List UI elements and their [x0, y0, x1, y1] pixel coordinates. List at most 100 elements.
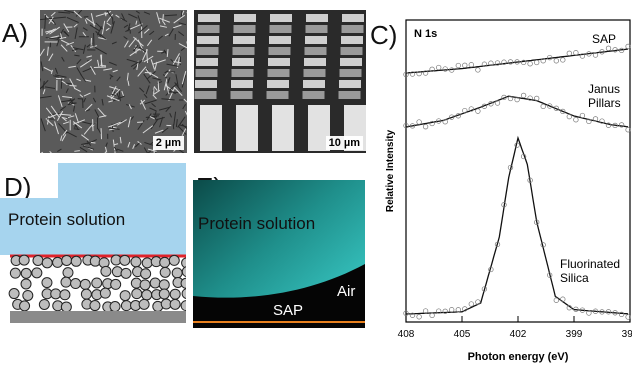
fiber-texture [65, 88, 69, 94]
fiber-texture [128, 13, 138, 19]
silica-sphere [80, 288, 92, 300]
pillar-row [269, 36, 291, 44]
fiber-texture [165, 105, 172, 112]
pillar-row [195, 69, 218, 77]
fiber-texture [79, 59, 92, 68]
data-point [409, 123, 416, 129]
data-point [520, 153, 527, 160]
fiber-texture [180, 47, 185, 52]
pillar-row [305, 25, 328, 33]
fiber-texture [112, 69, 118, 73]
data-point [612, 310, 618, 316]
pillar-row [232, 47, 255, 55]
data-point [579, 307, 586, 313]
data-point [442, 66, 448, 72]
fiber-texture [147, 150, 152, 153]
chart-ylabel: Relative Intensity [385, 129, 396, 212]
fiber-texture [84, 79, 92, 82]
silica-sphere [110, 278, 122, 290]
silica-sphere [59, 289, 71, 301]
air-region [193, 264, 365, 328]
fiber-texture [71, 48, 79, 52]
data-point [468, 301, 474, 307]
fiber-texture [64, 10, 75, 14]
fiber-texture [67, 115, 75, 119]
data-point [599, 118, 605, 124]
fiber-texture [79, 94, 84, 98]
pillar-row [269, 25, 292, 33]
fiber-texture [124, 40, 129, 48]
fiber-texture [181, 75, 187, 88]
fiber-texture [63, 31, 70, 37]
data-point [436, 308, 442, 314]
fiber-texture [74, 150, 80, 152]
fiber-texture [44, 86, 56, 89]
fiber-texture [40, 61, 44, 72]
data-point [560, 296, 566, 302]
silica-sphere [62, 267, 74, 279]
silica-sphere [169, 298, 181, 310]
fiber-texture [126, 58, 137, 63]
fiber-texture [137, 15, 143, 27]
fiber-texture [94, 109, 100, 118]
pillar-row [339, 69, 362, 77]
data-point [547, 272, 553, 278]
fiber-texture [116, 148, 124, 152]
data-point [455, 113, 461, 119]
fiber-texture [157, 35, 163, 40]
fiber-texture [62, 95, 73, 99]
fiber-texture [173, 60, 182, 64]
data-point [618, 47, 625, 54]
fiber-texture [49, 26, 61, 35]
data-point [514, 59, 520, 65]
panel-e-image [193, 180, 365, 328]
fiber-texture [132, 144, 136, 149]
fiber-texture [84, 19, 88, 24]
fiber-texture [56, 110, 64, 121]
fiber-texture [178, 124, 187, 128]
silica-sphere [20, 278, 32, 290]
fiber-texture [72, 47, 84, 51]
data-point [592, 116, 599, 122]
fiber-texture [161, 127, 169, 134]
fiber-texture [59, 36, 67, 40]
data-point [553, 58, 559, 64]
data-point [481, 286, 488, 292]
fiber-texture [82, 32, 87, 37]
data-point [507, 164, 514, 171]
fiber-texture [129, 23, 143, 30]
fiber-texture [40, 118, 46, 132]
fiber-texture [174, 82, 183, 92]
silica-sphere [20, 267, 32, 279]
fiber-texture [58, 113, 72, 116]
fiber-texture [97, 107, 106, 117]
fiber-texture [113, 146, 118, 152]
silica-sphere [141, 257, 153, 269]
fiber-texture [152, 94, 157, 100]
fiber-texture [178, 31, 185, 37]
silica-sphere [120, 300, 132, 312]
fiber-texture [81, 121, 93, 125]
data-point [436, 64, 442, 71]
fiber-texture [145, 68, 152, 76]
fiber-texture [111, 41, 117, 45]
fiber-texture [148, 115, 155, 120]
pillar-row [267, 69, 290, 77]
fiber-texture [119, 17, 128, 23]
pillar-row [198, 14, 220, 22]
silica-sphere [79, 278, 91, 290]
pillar-row [233, 25, 256, 33]
fiber-texture [109, 86, 120, 91]
silica-sphere [181, 257, 186, 269]
pillar-row [234, 14, 256, 22]
x-tick-label: 399 [566, 329, 583, 340]
silica-sphere [120, 267, 132, 279]
fiber-texture [50, 11, 56, 17]
panel-e-sap-text: SAP [273, 302, 304, 319]
data-point [599, 49, 605, 55]
fiber-texture [97, 59, 100, 68]
fiber-texture [138, 25, 148, 34]
fiber-texture [163, 78, 168, 91]
data-point [416, 314, 422, 320]
fiber-texture [155, 116, 165, 121]
